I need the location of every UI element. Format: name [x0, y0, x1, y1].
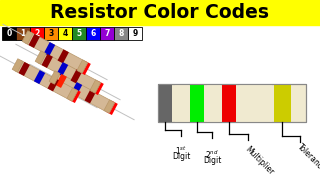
Bar	[30, 27, 44, 40]
Polygon shape	[55, 74, 67, 88]
Bar	[158, 84, 172, 122]
Text: 3: 3	[48, 29, 54, 38]
Bar	[44, 27, 58, 40]
Text: 7: 7	[104, 29, 110, 38]
Bar	[100, 27, 114, 40]
Text: 4: 4	[62, 29, 68, 38]
Text: Multiplier: Multiplier	[244, 145, 276, 177]
Bar	[128, 27, 142, 40]
Bar	[114, 27, 128, 40]
Bar	[16, 27, 30, 40]
Polygon shape	[28, 34, 40, 48]
Text: 2$^{nd}$: 2$^{nd}$	[205, 149, 219, 161]
Polygon shape	[25, 32, 85, 72]
Bar	[158, 84, 306, 122]
Text: 1$^{st}$: 1$^{st}$	[175, 145, 187, 157]
Text: Tolerance: Tolerance	[296, 142, 320, 174]
Text: 6: 6	[90, 29, 96, 38]
Bar	[207, 84, 221, 122]
Polygon shape	[38, 52, 98, 92]
Polygon shape	[57, 62, 68, 76]
Polygon shape	[90, 80, 101, 93]
Polygon shape	[67, 88, 78, 101]
Bar	[222, 84, 236, 122]
Polygon shape	[22, 31, 33, 44]
Bar	[58, 27, 72, 40]
Text: 2: 2	[34, 29, 40, 38]
Polygon shape	[92, 81, 104, 95]
Bar	[0, 0, 320, 25]
Text: 0: 0	[6, 29, 12, 38]
Polygon shape	[84, 89, 96, 103]
Polygon shape	[15, 60, 75, 100]
Text: 5: 5	[76, 29, 82, 38]
Text: Resistor Color Codes: Resistor Color Codes	[51, 3, 269, 22]
Bar	[2, 27, 16, 40]
Polygon shape	[79, 61, 91, 75]
Text: Digit: Digit	[203, 156, 221, 165]
Polygon shape	[47, 77, 59, 91]
Polygon shape	[34, 70, 45, 84]
Bar	[175, 84, 189, 122]
Text: 8: 8	[118, 29, 124, 38]
Polygon shape	[49, 71, 60, 84]
Bar	[86, 27, 100, 40]
Text: 9: 9	[132, 29, 138, 38]
Polygon shape	[104, 100, 115, 113]
Polygon shape	[12, 59, 23, 72]
Bar	[239, 84, 272, 122]
Bar	[274, 84, 291, 122]
Bar	[72, 27, 86, 40]
Bar	[190, 84, 204, 122]
Polygon shape	[52, 72, 112, 112]
Polygon shape	[107, 101, 118, 115]
Text: Digit: Digit	[172, 152, 190, 161]
Polygon shape	[42, 54, 53, 68]
Polygon shape	[69, 89, 81, 103]
Text: 1: 1	[20, 29, 26, 38]
Bar	[158, 84, 306, 122]
Polygon shape	[58, 49, 69, 63]
Polygon shape	[44, 42, 55, 56]
Polygon shape	[77, 60, 88, 73]
Polygon shape	[19, 62, 30, 76]
Polygon shape	[71, 82, 82, 96]
Polygon shape	[35, 51, 46, 64]
Polygon shape	[70, 69, 82, 83]
